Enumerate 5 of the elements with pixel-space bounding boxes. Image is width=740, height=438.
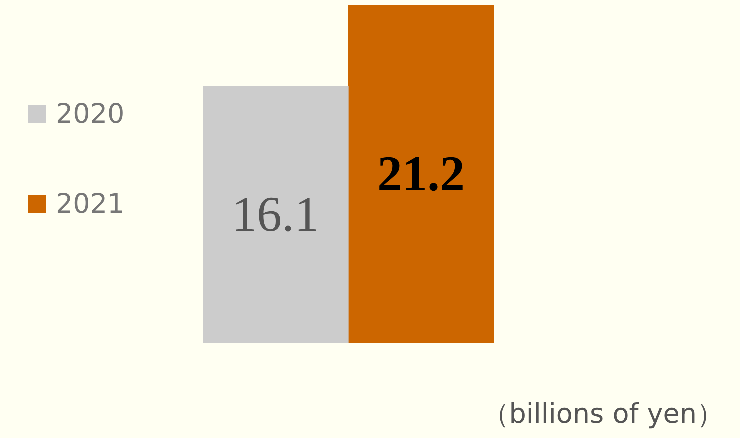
text: （billions of yen） — [482, 398, 724, 432]
legend-label: 2020 — [56, 98, 125, 130]
legend-label: 2021 — [56, 188, 125, 220]
data-label: 16.1 — [232, 186, 320, 242]
data-label: 21.2 — [378, 145, 465, 202]
